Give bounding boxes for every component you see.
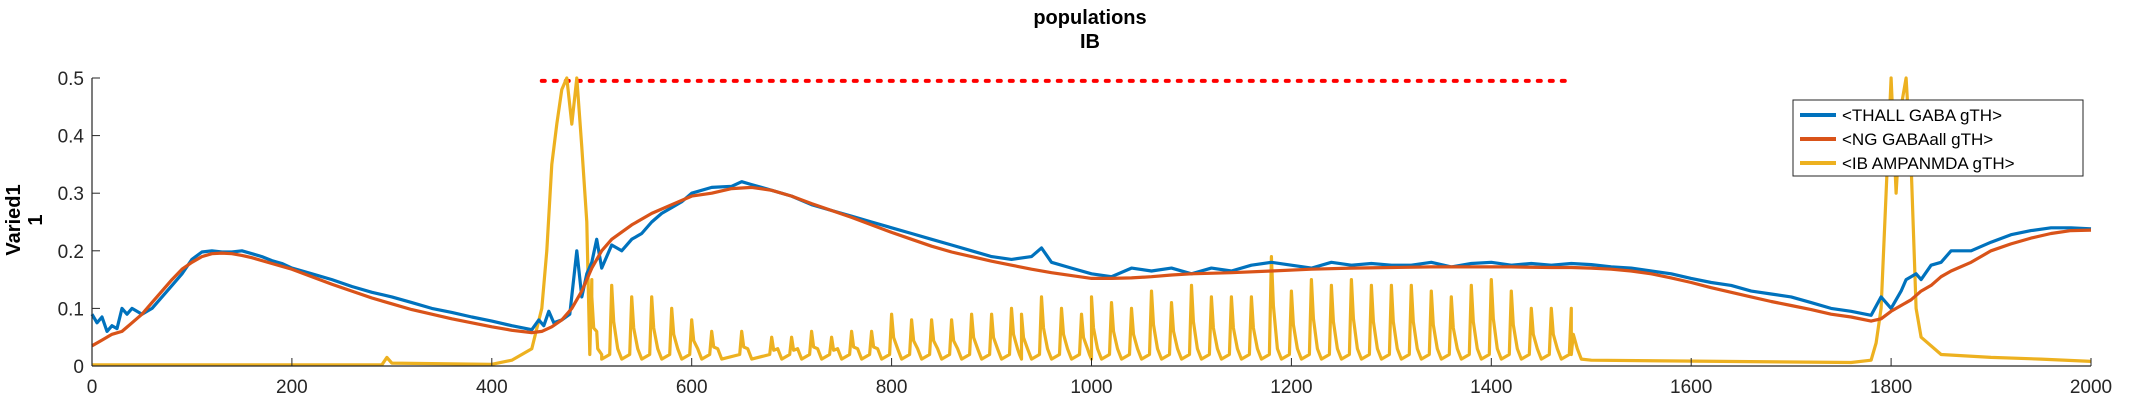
- y-tick-label: 0: [73, 357, 84, 378]
- series-layer: [90, 76, 2092, 367]
- x-tick-label: 2000: [2070, 377, 2112, 398]
- x-tick-label: 1600: [1670, 377, 1712, 398]
- x-tick-label: 200: [276, 377, 308, 398]
- y-tick-label: 0.5: [58, 69, 84, 90]
- x-tick-label: 1200: [1270, 377, 1312, 398]
- y-axis-label-line2: 1: [25, 214, 47, 225]
- chart-title-line1: populations: [1033, 7, 1146, 29]
- y-tick-label: 0.4: [58, 127, 85, 148]
- y-ticks: 0 0.1 0.2 0.3 0.4 0.5: [58, 69, 100, 378]
- series-ng-gabaall-line: [91, 185, 2092, 348]
- legend-label-thall: <THALL GABA gTH>: [1842, 106, 2002, 125]
- chart-title-line2: IB: [1080, 31, 1100, 53]
- y-axis-label-line1: Varied1: [3, 184, 25, 255]
- x-tick-label: 1400: [1470, 377, 1512, 398]
- legend-label-ng: <NG GABAall gTH>: [1842, 130, 1993, 149]
- series-ib-ampanmda-line: [92, 76, 2092, 367]
- x-tick-label: 600: [676, 377, 708, 398]
- x-tick-label: 1000: [1070, 377, 1112, 398]
- legend-label-ib: <IB AMPANMDA gTH>: [1842, 154, 2015, 173]
- x-tick-label: 1800: [1870, 377, 1912, 398]
- x-tick-label: 800: [876, 377, 908, 398]
- y-tick-label: 0.1: [58, 299, 84, 320]
- y-axis-label: Varied1 1: [3, 184, 47, 255]
- legend: <THALL GABA gTH> <NG GABAall gTH> <IB AM…: [1792, 99, 2084, 177]
- legend-box: [1792, 99, 2084, 177]
- series-thall-gaba-line: [90, 180, 2092, 333]
- y-tick-label: 0.2: [58, 242, 84, 263]
- x-ticks: 0 200 400 600 800 1000 1200 1400 1600 1800 2000: [87, 358, 2112, 398]
- x-tick-label: 400: [476, 377, 508, 398]
- y-tick-label: 0.3: [58, 184, 84, 205]
- x-tick-label: 0: [87, 377, 98, 398]
